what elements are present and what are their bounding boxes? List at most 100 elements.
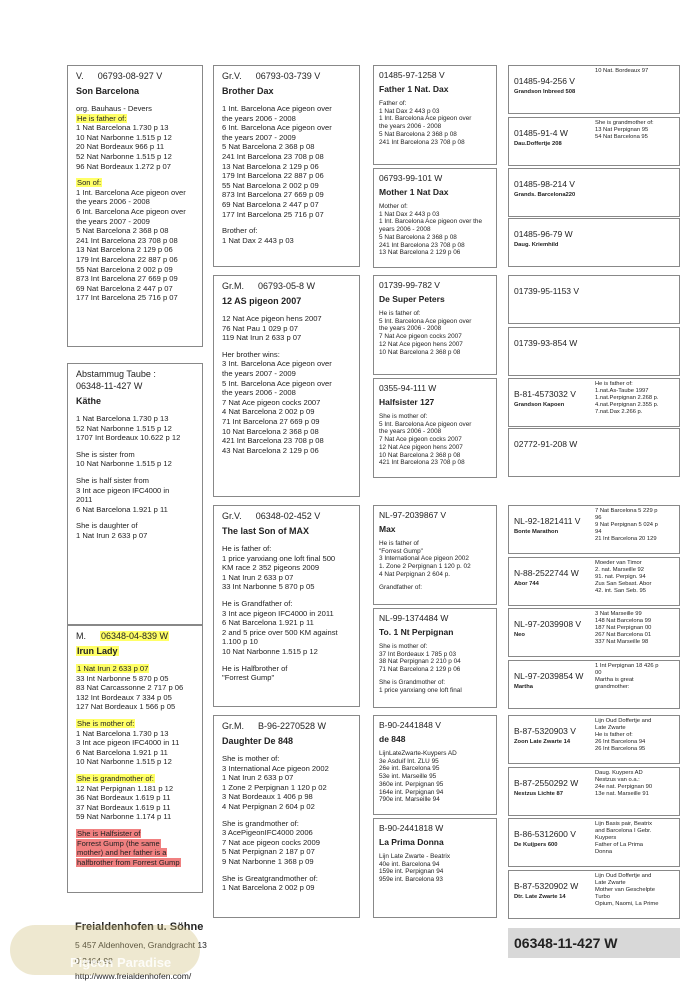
text-line: 164e int. Perpignan 94 bbox=[379, 788, 444, 796]
text-line: 6 Nat Barcelona 1.921 p 11 bbox=[222, 618, 314, 628]
note-line: Moeder van Timor bbox=[595, 560, 642, 566]
text-line: He is Halfbrother of bbox=[222, 663, 288, 673]
text-line: years 2006 - 2008 bbox=[379, 226, 431, 234]
text-line: 10 Nat Barcelona 2 368 p 08 bbox=[222, 426, 319, 436]
text-line: 177 Int Barcelona 25 716 p 07 bbox=[222, 209, 324, 219]
text-line: 36 Nat Bordeaux 1.619 p 11 bbox=[76, 793, 171, 803]
note-line: 13 Nat Perpignan 95 bbox=[595, 127, 649, 133]
text-line: the years 2007 - 2009 bbox=[76, 216, 150, 226]
text-line: 132 Int Bordeaux 7 334 p 05 bbox=[76, 692, 172, 702]
ring-number: 01485-97-1258 V bbox=[379, 70, 445, 80]
paragraph: Mother of: 1 Nat Dax 2 443 p 03 1 Int. Bar… bbox=[379, 203, 491, 257]
text-line: 7 Nat Ace pigeon cocks 2007 bbox=[379, 333, 462, 341]
text-line: She is grandmother of: bbox=[76, 773, 194, 784]
text-line-highlight: She is Halfsister of bbox=[76, 828, 142, 838]
text-line: 5 Nat Barcelona 2 368 p 08 bbox=[76, 226, 169, 236]
pigeon-name: de 848 bbox=[379, 734, 406, 744]
text-line: 159e int. Perpignan 94 bbox=[379, 868, 444, 876]
note-line: 1 Int Perpignan 18 426 p bbox=[595, 663, 659, 669]
text-line: 1 Int. Barcelona Ace pigeon over bbox=[379, 115, 472, 123]
ring-number: 01739-93-854 W bbox=[514, 338, 578, 348]
pedigree-box: V. 06793-08-927 V Son Barcelona org. Bauhau… bbox=[67, 65, 203, 347]
ring-number: 02772-91-208 W bbox=[514, 439, 578, 449]
ring-number: 06793-03-739 V bbox=[255, 71, 321, 81]
ancestor-box: B-86-5312600 V De Kuijpers 600 Lijn Basis … bbox=[508, 818, 680, 867]
ring-number: B-90-2441818 W bbox=[379, 823, 444, 833]
text-line: 3 Int ace pigeon IFC4000 in 11 bbox=[76, 738, 180, 748]
pigeon-name: Neo bbox=[514, 632, 525, 638]
note-line: 3 Nat Marseille 99 bbox=[595, 611, 642, 617]
text-line: She is mother of: bbox=[76, 718, 194, 729]
text-line: 10 Nat Narbonne 1.515 p 12 bbox=[76, 132, 172, 142]
note-line: Late Zwarte bbox=[595, 880, 626, 886]
text-line: 9 Nat Narbonne 1 368 p 09 bbox=[222, 856, 314, 866]
pedigree-box: Gr.V. 06348-02-452 V The last Son of MAX He… bbox=[213, 505, 360, 707]
ring-number: NL-97-2039854 W bbox=[514, 671, 584, 681]
ring-number: 06348-02-452 V bbox=[255, 511, 321, 521]
pigeon-name: De Super Peters bbox=[379, 294, 445, 304]
text-line: 3 International Ace pigeon 2002 bbox=[222, 763, 329, 773]
pedigree-box: 0355-94-111 W Halfsister 127 She is mother… bbox=[373, 378, 497, 478]
ring-number: 06348-04-839 W bbox=[100, 631, 170, 641]
note-line: 24e nat. Perpignan 90 bbox=[595, 784, 653, 790]
text-line: 2 and 5 price over 500 KM against bbox=[222, 627, 338, 637]
text-line: 43 Nat Barcelona 2 129 p 06 bbox=[222, 445, 319, 455]
notes: He is father of: 1.nat.As-Taube 1997 1.nat… bbox=[595, 381, 659, 416]
ancestor-box: 01739-93-854 W bbox=[508, 327, 680, 376]
paragraph: She is grandmother of: 3 AcePigeonIFC4000… bbox=[222, 819, 351, 867]
pigeon-name: Son Barcelona bbox=[76, 86, 140, 96]
text-line: halfbrother from Forrest Gump bbox=[76, 857, 194, 868]
text-line: 53e int. Marseille 95 bbox=[379, 773, 437, 781]
paragraph: Grandfather of: bbox=[379, 584, 491, 592]
box-header: 0355-94-111 W bbox=[379, 382, 491, 394]
ancestor-box: NL-97-2039908 V Neo 3 Nat Marseille 99 148 … bbox=[508, 608, 680, 657]
ancestor-box: NL-97-2039854 W Martha 1 Int Perpignan 18 … bbox=[508, 660, 680, 709]
text-line: Lijn Late Zwarte - Beatrix bbox=[379, 853, 451, 860]
ring-number: 01739-95-1153 V bbox=[514, 286, 580, 296]
generation-label: V. bbox=[76, 71, 84, 81]
box-header: Gr.M. B-96-2270528 W bbox=[222, 720, 351, 732]
pigeon-name: 12 AS pigeon 2007 bbox=[222, 296, 302, 306]
paragraph: LijnLateZwarte-Kuypers AD 3e Asduif Int. … bbox=[379, 750, 491, 804]
text-line: 7 Nat Ace pigeon cocks 2007 bbox=[379, 436, 462, 444]
note-line: 10 Nat. Bordeaux 97 bbox=[595, 68, 649, 74]
text-line: 3 International Ace pigeon 2002 bbox=[379, 555, 469, 563]
note-line: 91. nat. Perpign. 94 bbox=[595, 574, 646, 580]
paragraph: He is Halfbrother of "Forrest Gump" bbox=[222, 664, 351, 683]
note-line: 42. int. San Seb. 95 bbox=[595, 588, 646, 594]
text-line: She is Halfsister of bbox=[76, 828, 194, 839]
note-line: 26 Int Barcelona 95 bbox=[595, 746, 646, 752]
pedigree-box: NL-99-1374484 W To. 1 Nt Perpignan She is … bbox=[373, 608, 497, 708]
text-line: 1 Nat Barcelona 1.730 p 13 bbox=[76, 123, 169, 133]
phone: 0 2464 98 bbox=[75, 956, 113, 966]
box-header: NL-99-1374484 W bbox=[379, 612, 491, 624]
note-line: 54 Nat Barcelona 95 bbox=[595, 134, 648, 140]
text-line: 37 Nat Bordeaux 1.619 p 11 bbox=[76, 802, 171, 812]
text-line-highlight: Forrest Gump (the same bbox=[76, 838, 161, 848]
text-line: 5 Nat Barcelona 2 368 p 08 bbox=[379, 130, 457, 138]
note-line: Martha is great bbox=[595, 677, 634, 683]
text-line: 3 Int ace pigeon IFC4000 in 2011 bbox=[222, 608, 334, 618]
notes: Lijn Basis pair, Beatrix and Barcelona I … bbox=[595, 821, 652, 856]
note-line: Mother van Geschelpte bbox=[595, 887, 655, 893]
pigeon-name: Grands. Barcelona220 bbox=[514, 192, 576, 198]
box-header: B-90-2441848 V bbox=[379, 719, 491, 731]
text-line: 959e int. Barcelona 93 bbox=[379, 876, 443, 884]
text-line-highlight: Son of: bbox=[76, 178, 103, 188]
text-line: 3 Int ace pigeon IFC4000 in bbox=[76, 485, 170, 495]
note-line: Zus San Sebast. Abor bbox=[595, 581, 652, 587]
text-line: She is Greatgrandmother of: bbox=[222, 873, 318, 883]
text-line: 421 Int Barcelona 23 708 p 08 bbox=[222, 436, 324, 446]
text-line: 12 Nat Ace pigeon hens 2007 bbox=[379, 443, 463, 451]
text-line: 3e Asduif Int. ZLU 95 bbox=[379, 757, 439, 765]
text-line: 179 Int Barcelona 22 887 p 06 bbox=[76, 254, 178, 264]
note-line: Daug. Kuypers AD bbox=[595, 770, 643, 776]
text-line: 241 Int Barcelona 23 708 p 08 bbox=[76, 235, 178, 245]
generation-label: M. bbox=[76, 631, 86, 641]
text-line: 3 Nat Bordeaux 1 406 p 98 bbox=[222, 792, 313, 802]
text-line: Brother of: bbox=[222, 226, 258, 236]
text-line: 1 Nat Barcelona 1.730 p 13 bbox=[76, 728, 169, 738]
paragraph: She is grandmother of: 12 Nat Perpignan 1… bbox=[76, 773, 194, 822]
pigeon-name: La Prima Donna bbox=[379, 837, 444, 847]
pigeon-name: Nestzus Lichte 87 bbox=[514, 791, 563, 797]
